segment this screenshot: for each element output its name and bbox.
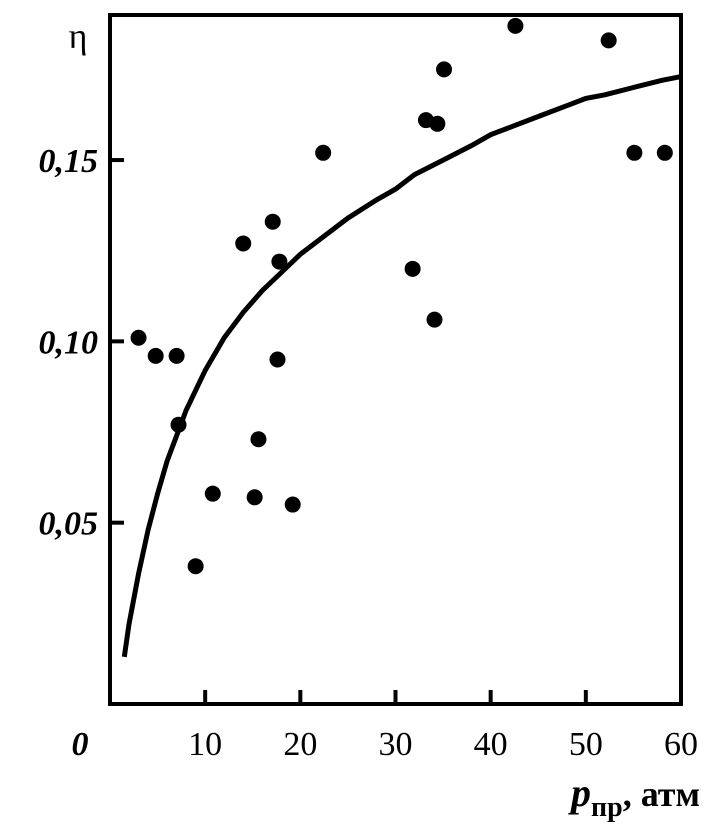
data-point (269, 351, 286, 368)
data-point (404, 260, 421, 277)
x-ticks: 10 20 30 40 50 60 (188, 690, 698, 763)
y-tick-label: 0,05 (39, 506, 99, 543)
data-point (656, 144, 673, 161)
data-point (187, 558, 204, 575)
x-tick-label: 50 (569, 726, 603, 763)
x-axis-label-unit: , атм (623, 774, 700, 814)
x-tick-label: 20 (283, 726, 317, 763)
data-point (271, 253, 288, 270)
data-point (284, 496, 301, 513)
data-points (130, 17, 673, 575)
y-ticks: 0,05 0,10 0,15 (39, 143, 124, 543)
x-axis-label: pпр, атм (568, 770, 700, 823)
y-tick-label: 0,10 (39, 324, 99, 361)
data-point (315, 144, 332, 161)
plot-frame (108, 13, 683, 706)
data-point (246, 489, 263, 506)
data-point (426, 311, 443, 328)
y-tick-label: 0,15 (39, 143, 99, 180)
data-point (626, 144, 643, 161)
data-point (168, 347, 185, 364)
y-axis-label: η (69, 16, 88, 56)
x-axis-label-subscript: пр (591, 792, 623, 823)
data-point (170, 416, 187, 433)
data-point (130, 329, 147, 346)
data-point (600, 32, 617, 49)
data-point (507, 17, 524, 34)
origin-label: 0 (72, 726, 89, 763)
data-point (436, 61, 453, 78)
x-tick-label: 40 (474, 726, 508, 763)
data-point (429, 115, 446, 132)
data-point (147, 347, 164, 364)
x-tick-label: 60 (664, 726, 698, 763)
x-tick-label: 30 (379, 726, 413, 763)
x-tick-label: 10 (188, 726, 222, 763)
fit-curve (121, 74, 682, 658)
data-point (235, 235, 252, 252)
data-point (204, 485, 221, 502)
data-point (264, 213, 281, 230)
data-point (250, 431, 267, 448)
x-axis-label-main: p (568, 770, 591, 815)
